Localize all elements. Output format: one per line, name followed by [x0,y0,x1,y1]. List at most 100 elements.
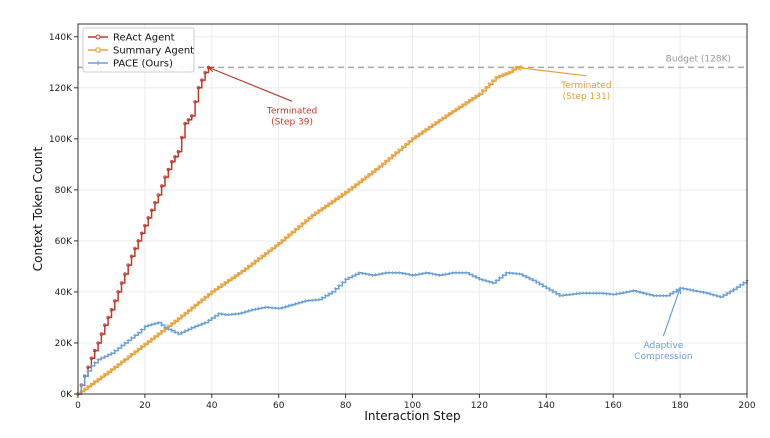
data-point [340,280,344,284]
data-point [166,327,170,331]
data-point [283,236,287,240]
y-tick-label: 20K [55,339,73,349]
data-point [571,292,575,296]
annotation-text: (Step 131) [563,92,611,102]
data-point [511,68,515,72]
data-point [611,292,615,297]
data-point [454,107,458,111]
data-point [323,294,328,298]
x-tick-label: 40 [206,401,218,411]
data-point [106,315,110,320]
data-point [374,167,378,171]
data-point [300,222,304,226]
data-point [133,350,137,354]
data-point [119,360,124,364]
data-point [200,322,204,326]
data-point [454,271,458,275]
data-point [380,162,384,166]
data-point [501,73,505,77]
data-point [417,132,421,136]
data-point [79,383,83,387]
data-point [350,185,354,189]
data-point [159,184,164,188]
data-point [96,377,100,382]
data-point [688,288,692,292]
data-point [715,294,719,298]
data-point [631,289,635,293]
data-point [427,125,431,129]
annotations: Terminated(Step 39)Terminated(Step 131)A… [207,65,693,362]
data-point [183,329,187,333]
data-point [541,284,545,288]
data-point [280,305,284,310]
data-point [394,271,398,275]
data-point [113,365,117,369]
data-point [213,288,217,292]
data-point [574,292,579,296]
data-point [444,272,448,276]
data-point [103,373,107,377]
data-point [721,293,726,297]
budget-label: Budget (128K) [666,54,731,64]
data-point [126,338,130,343]
data-point [156,332,160,336]
legend-label: PACE (Ours) [113,59,173,70]
annotation-text: Adaptive [643,341,683,351]
data-point [146,340,150,344]
data-point [705,291,709,295]
legend-item: PACE (Ours) [88,59,173,70]
data-point [390,271,395,275]
y-tick-label: 80K [55,186,73,196]
x-tick-label: 60 [273,401,285,411]
data-point [260,254,264,258]
data-point [86,365,90,369]
data-point [300,300,304,304]
data-point [323,204,328,208]
data-point [257,257,261,261]
data-point [467,272,471,276]
data-point [106,370,110,374]
data-point [601,291,605,296]
data-point [568,292,572,297]
data-point [180,330,184,335]
data-point [484,279,488,283]
data-point [109,351,114,355]
data-point [243,310,247,314]
data-point [173,330,177,335]
data-point [738,283,742,287]
data-point [665,294,669,298]
data-point [377,272,381,276]
data-point [139,231,144,235]
data-point [247,264,251,268]
data-point [153,200,157,205]
data-point [661,294,665,298]
data-point [246,309,251,313]
y-axis-label: Context Token Count [31,146,45,271]
data-point [635,289,639,294]
data-point [685,287,689,291]
annotation-text: Compression [634,352,692,362]
data-point [133,333,137,337]
data-point [344,277,348,281]
y-tick-label: 140K [49,33,73,43]
data-point [260,306,264,310]
data-point [384,271,388,275]
data-point [564,293,568,297]
data-point [307,216,311,220]
data-point [230,312,234,316]
data-point [410,137,415,141]
data-point [253,259,257,263]
data-point [333,287,338,291]
data-point [417,272,421,276]
data-point [96,357,100,362]
data-point [504,72,508,76]
data-point [203,320,207,325]
data-point [437,118,441,123]
data-point [89,356,94,361]
data-point [163,326,167,330]
data-point [658,294,662,298]
data-point [297,225,301,229]
data-point [123,341,127,345]
data-point [196,86,201,90]
